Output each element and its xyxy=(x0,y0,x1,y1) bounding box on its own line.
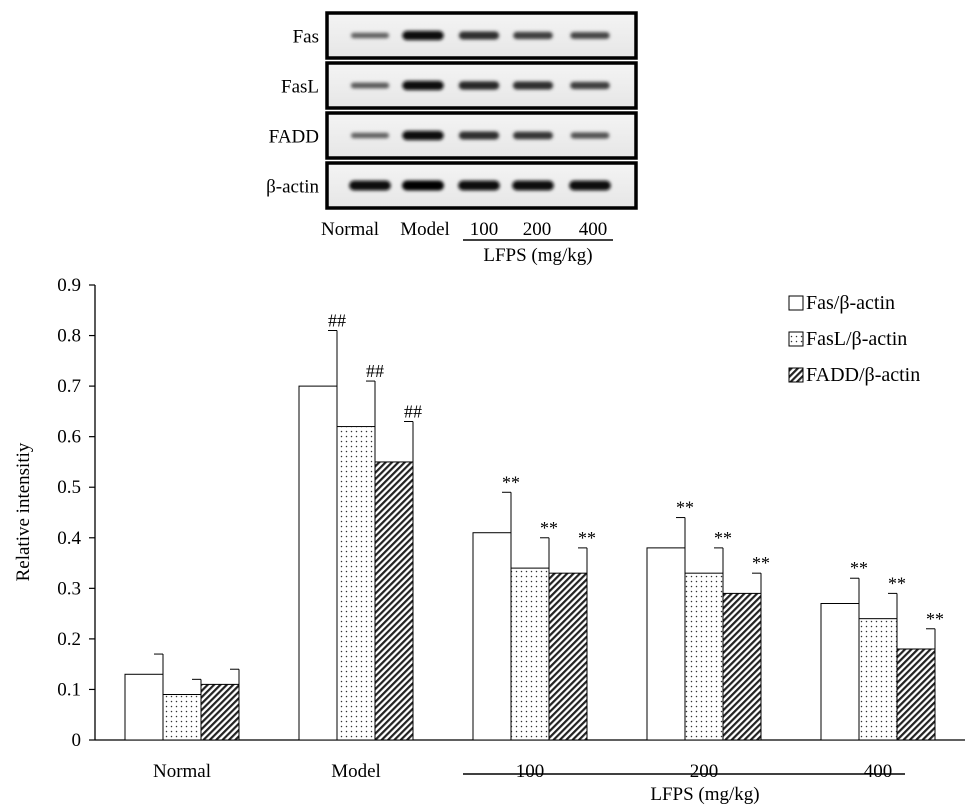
blot-row-label: Fas xyxy=(293,27,319,48)
bar xyxy=(548,572,588,741)
y-tick-label: 0.4 xyxy=(57,528,81,549)
y-tick-label: 0.3 xyxy=(57,578,81,599)
significance-mark: ** xyxy=(714,528,732,548)
bar xyxy=(896,648,936,741)
significance-mark: ** xyxy=(888,573,906,593)
blot-band xyxy=(512,81,554,90)
y-tick-label: 0.5 xyxy=(57,477,81,498)
blot-treatment-label: LFPS (mg/kg) xyxy=(483,245,592,266)
x-tick-label: Normal xyxy=(153,761,211,782)
legend: Fas/β-actin FasL/β-actin FADD/β-actin xyxy=(788,292,920,386)
y-tick-label: 0.6 xyxy=(57,427,81,448)
significance-mark: ## xyxy=(404,402,422,422)
bar xyxy=(200,683,240,741)
bars xyxy=(124,385,936,741)
bar xyxy=(820,603,860,741)
blot-band xyxy=(570,81,610,90)
blot-band xyxy=(458,31,500,40)
significance-mark: ** xyxy=(926,609,944,629)
y-tick-label: 0.9 xyxy=(57,275,81,296)
legend-label: Fas/β-actin xyxy=(806,292,895,314)
x-tick-label: 200 xyxy=(690,761,719,782)
significance-mark: ## xyxy=(328,311,346,331)
blot-band xyxy=(513,31,553,40)
blot-band xyxy=(350,132,390,139)
significance-mark: ## xyxy=(366,361,384,381)
x-tick-labels: Normal Model 100 200 400 xyxy=(153,761,892,782)
blot-lane-label: Model xyxy=(400,219,450,240)
blot-band xyxy=(570,32,610,39)
blot-band xyxy=(402,30,444,41)
blot-band xyxy=(513,131,553,140)
bar xyxy=(684,572,724,741)
blot-lane-label: 400 xyxy=(579,219,608,240)
x-tick-label: 100 xyxy=(516,761,545,782)
significance-mark: ** xyxy=(850,558,868,578)
significance-mark: ** xyxy=(502,472,520,492)
significance-mark: ** xyxy=(540,518,558,538)
legend-label: FasL/β-actin xyxy=(806,328,907,350)
blot-band xyxy=(402,180,444,191)
blot-band xyxy=(402,80,444,91)
y-tick-label: 0.2 xyxy=(57,629,81,650)
bar xyxy=(510,567,550,741)
blot-band xyxy=(350,82,390,89)
x-axis-label: LFPS (mg/kg) xyxy=(650,784,759,805)
y-tick-label: 0.8 xyxy=(57,326,81,347)
bar xyxy=(336,426,376,741)
significance-mark: ** xyxy=(676,498,694,518)
bar xyxy=(646,547,686,741)
y-tick-label: 0.1 xyxy=(57,679,81,700)
blot-lane-label: 200 xyxy=(523,219,552,240)
significance-mark: ** xyxy=(752,553,770,573)
blot-row-label: FasL xyxy=(281,77,319,98)
significance-marks: ## ** ** ** ## ** ** ** ## ** ** ** xyxy=(328,311,944,629)
legend-label: FADD/β-actin xyxy=(806,364,920,386)
blot-band xyxy=(350,32,390,39)
y-tick-label: 0 xyxy=(72,730,82,751)
bar xyxy=(722,592,762,741)
blot-band xyxy=(569,180,611,191)
bar xyxy=(374,461,414,741)
y-ticks: 0 0.1 0.2 0.3 0.4 0.5 0.6 0.7 0.8 0.9 xyxy=(57,275,95,751)
bar xyxy=(298,385,338,741)
y-tick-label: 0.7 xyxy=(57,376,81,397)
blot-lane-label: 100 xyxy=(470,219,499,240)
x-tick-label: 400 xyxy=(864,761,893,782)
blot-band xyxy=(458,81,500,90)
blot-band xyxy=(512,180,554,191)
significance-mark: ** xyxy=(578,528,596,548)
bar xyxy=(472,532,512,741)
y-axis-label: Relative intensitiy xyxy=(13,442,34,581)
blot-band xyxy=(570,132,610,139)
blot-band xyxy=(402,130,444,141)
bar-chart: Relative intensitiy 00.10.20.30.40.50.60… xyxy=(13,275,965,805)
x-tick-label: Model xyxy=(331,761,381,782)
blot-band xyxy=(458,131,500,140)
error-bars xyxy=(154,330,936,695)
legend-swatch xyxy=(788,367,804,383)
bar xyxy=(124,673,164,741)
bar xyxy=(162,694,202,741)
blot-row-label: FADD xyxy=(269,127,319,148)
blot-band xyxy=(458,180,500,191)
blot-lane-label: Normal xyxy=(321,219,379,240)
blot-row-label: β-actin xyxy=(266,177,319,198)
bar xyxy=(858,618,898,741)
blot-band xyxy=(349,180,391,191)
legend-swatch xyxy=(788,295,804,311)
legend-swatch xyxy=(788,331,804,347)
